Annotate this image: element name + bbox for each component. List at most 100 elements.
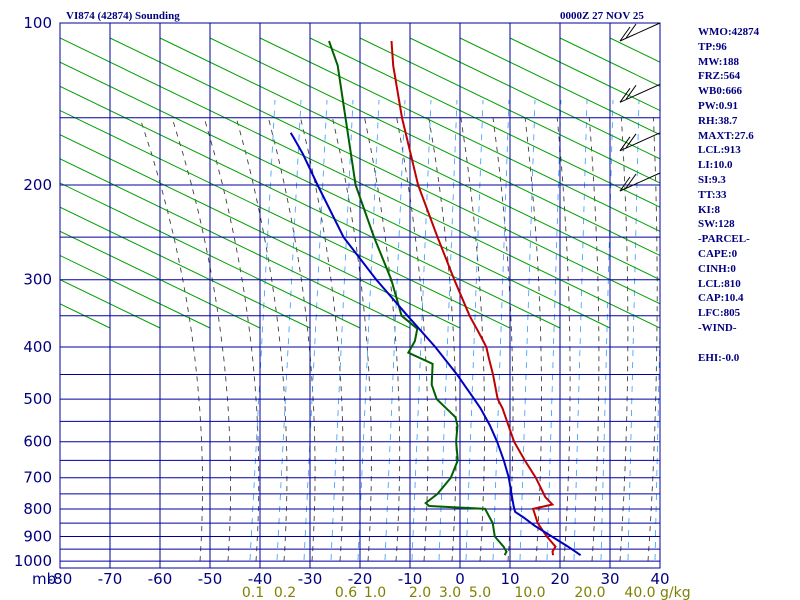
- mixing-ratio-label: 3.0: [439, 585, 461, 600]
- temperature-tick-label: -80: [48, 570, 73, 588]
- index-row: LFC:805: [698, 307, 741, 320]
- mixing-ratio-line: [357, 99, 380, 561]
- index-row: CAP:10.4: [698, 292, 744, 305]
- mixing-ratio-label: 0.1: [242, 585, 264, 600]
- index-row: LI:10.0: [698, 159, 733, 172]
- wind-barb-staff: [619, 83, 661, 103]
- dry-adiabats: [60, 37, 660, 329]
- moist-adiabat: [332, 117, 372, 562]
- index-row: SI:9.3: [698, 173, 726, 186]
- wind-barb-flag: [625, 133, 637, 149]
- mixing-ratio-line: [573, 99, 588, 561]
- temperature-tick-label: -30: [298, 570, 323, 588]
- pressure-tick-label: 700: [23, 469, 52, 487]
- sounding-time: 0000Z 27 NOV 25: [560, 10, 644, 22]
- index-row: WB0:666: [698, 85, 742, 98]
- stability-indices-panel: WMO:42874 TP:96 MW:188 FRZ:564 WB0:666 PW:0.9…: [698, 25, 759, 365]
- mixing-ratio-label: 5.0: [469, 585, 491, 600]
- pressure-tick-label: 200: [23, 176, 52, 194]
- wind-barb-flag: [619, 88, 631, 103]
- index-row: MAXT:27.6: [698, 129, 754, 142]
- index-row: LCL:913: [698, 144, 741, 157]
- wind-barb: [619, 132, 661, 152]
- plot-frame: [59, 22, 661, 569]
- wind-barb-flag: [619, 176, 631, 192]
- pressure-tick-label: 100: [23, 14, 52, 32]
- mixing-ratio-line: [627, 99, 640, 561]
- mixing-ratio-line: [465, 99, 484, 561]
- mixing-ratio-label: 20.0: [574, 585, 605, 600]
- temperature-profile: [390, 40, 557, 556]
- mixing-ratio-line: [438, 99, 458, 561]
- index-row: MW:188: [698, 55, 739, 68]
- temperature-tick-label: -10: [398, 570, 423, 588]
- wind-barbs: [619, 22, 661, 192]
- index-row: FRZ:564: [698, 70, 741, 83]
- mixing-ratio-line: [519, 99, 536, 561]
- pressure-tick-label: 500: [23, 390, 52, 408]
- wind-barb-flag: [625, 173, 637, 189]
- wind-barb-flag: [619, 26, 631, 42]
- pressure-tick-label: 900: [23, 528, 52, 546]
- mixing-ratio-line: [276, 99, 302, 561]
- dry-adiabat: [60, 85, 561, 329]
- temperature-tick-label: -70: [98, 570, 123, 588]
- station-title: VI874 (42874) Sounding: [66, 10, 180, 22]
- mixing-ratio-label: 40.0: [624, 585, 655, 600]
- wind-barb-flag: [625, 23, 637, 39]
- wind-barb: [619, 22, 661, 42]
- index-row: -WIND-: [698, 321, 737, 334]
- moist-adiabat: [460, 117, 486, 562]
- index-row: RH:38.7: [698, 114, 738, 127]
- wind-barb-flag: [619, 136, 631, 152]
- moist-adiabat: [619, 117, 629, 562]
- temperature-tick-label: -40: [248, 570, 273, 588]
- mixing-ratio-line: [600, 99, 614, 561]
- mixing-ratio-line: [492, 99, 510, 561]
- mixing-ratio-line: [303, 99, 328, 561]
- dry-adiabat: [60, 158, 411, 329]
- index-row: KI:8: [698, 203, 720, 216]
- dry-adiabat: [60, 109, 511, 329]
- mixing-ratio-line: [384, 99, 406, 561]
- wind-barb: [619, 172, 661, 192]
- dry-adiabat: [60, 182, 361, 329]
- moist-adiabat: [428, 117, 457, 562]
- temperature-tick-label: -50: [198, 570, 223, 588]
- mixing-ratio-label: 10.0: [514, 585, 545, 600]
- mixing-ratio-line: [330, 99, 354, 561]
- temperature-tick-label: -60: [148, 570, 173, 588]
- temperature-tick-label: 10: [500, 570, 519, 588]
- moist-adiabat: [588, 117, 600, 562]
- wind-barb: [619, 83, 661, 103]
- wind-barb-staff: [619, 22, 661, 42]
- index-row: PW:0.91: [698, 99, 739, 112]
- index-row: [698, 336, 759, 351]
- index-row: TT:33: [698, 188, 727, 201]
- mixing-ratio-label: 0.2: [274, 585, 296, 600]
- pressure-temperature-grid: [59, 22, 661, 569]
- pressure-tick-label: 800: [23, 500, 52, 518]
- mixing-ratio-label: 2.0: [409, 585, 431, 600]
- mixing-ratio-line: [546, 99, 562, 561]
- pressure-tick-label: 1000: [14, 552, 52, 570]
- index-row: SW:128: [698, 218, 735, 231]
- pressure-tick-label: 600: [23, 433, 52, 451]
- wind-barb-staff: [619, 132, 661, 152]
- temperature-tick-label: 30: [600, 570, 619, 588]
- dewpoint-profile: [328, 40, 508, 556]
- index-row: CAPE:0: [698, 247, 738, 260]
- pressure-tick-label: 400: [23, 338, 52, 356]
- temperature-tick-label: 0: [455, 570, 465, 588]
- temperature-tick-label: 20: [550, 570, 569, 588]
- mixing-ratio-line: [654, 311, 660, 561]
- temperature-tick-label: -20: [348, 570, 373, 588]
- index-row: CINH:0: [698, 262, 736, 275]
- moist-adiabat: [171, 117, 232, 562]
- index-row: TP:96: [698, 40, 727, 53]
- moist-adiabat: [139, 117, 203, 562]
- index-row: EHI:-0.0: [698, 351, 740, 364]
- mixing-ratio-unit-label: g/kg: [660, 585, 691, 600]
- dry-adiabat: [559, 37, 660, 87]
